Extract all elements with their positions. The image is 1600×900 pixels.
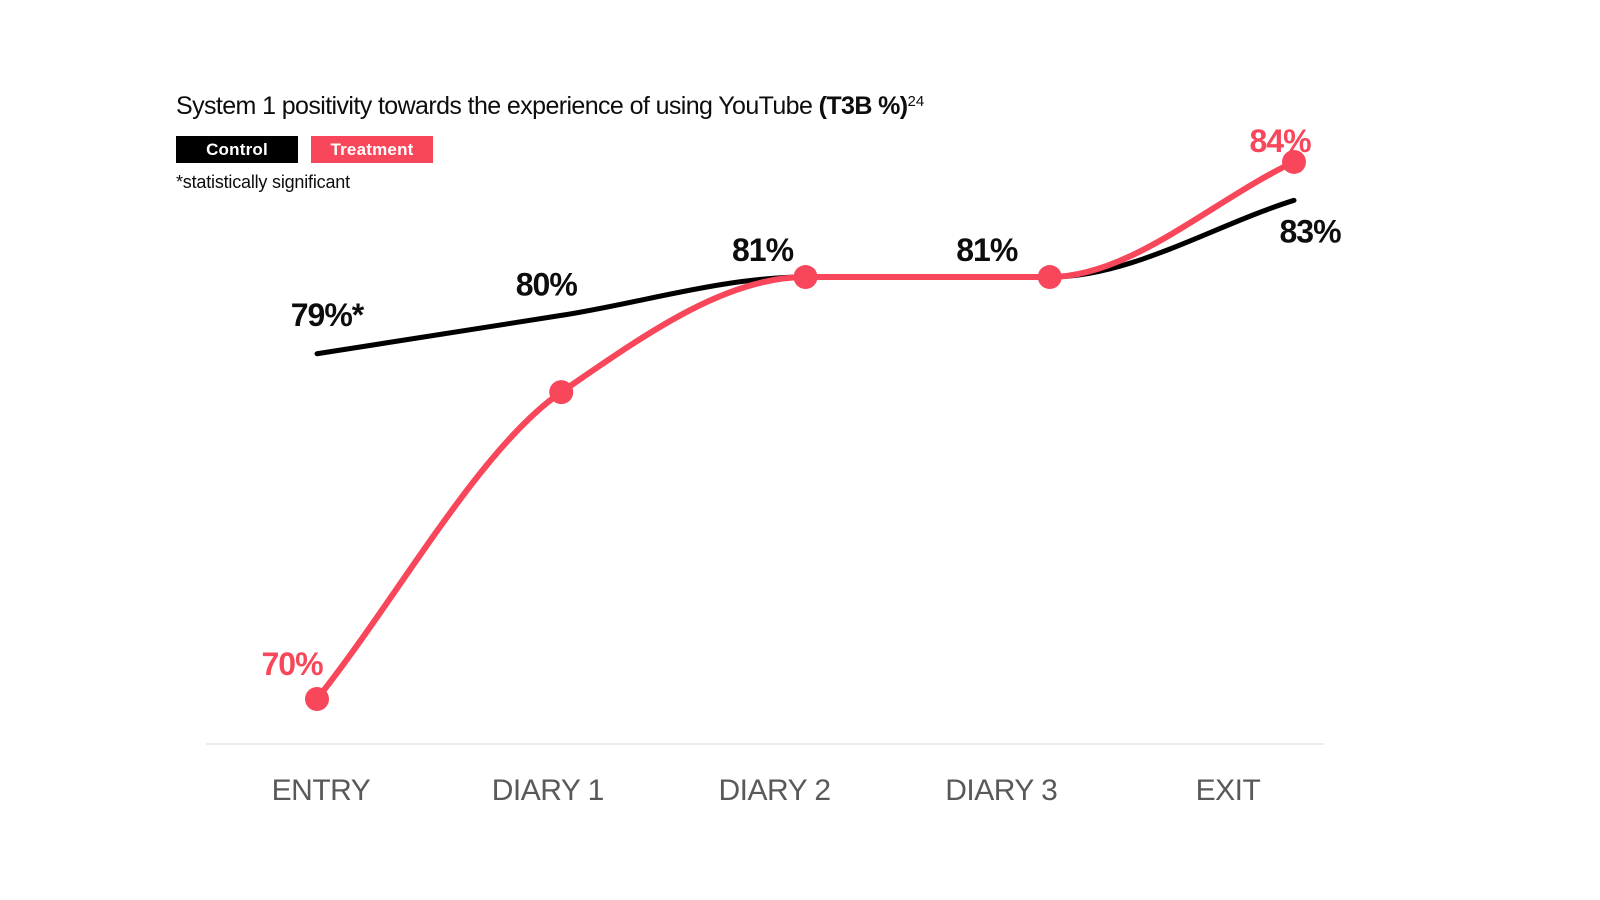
chart-title: System 1 positivity towards the experien…	[176, 92, 924, 121]
series-marker-treatment-3	[1037, 265, 1062, 290]
value-label-treatment-0: 70%	[261, 646, 323, 682]
value-label-control-0: 79%*	[291, 297, 365, 333]
series-marker-treatment-4	[1282, 149, 1306, 174]
x-axis-label-exit: EXIT	[1196, 774, 1261, 807]
series-marker-treatment-2	[793, 265, 818, 290]
series-line-treatment	[314, 158, 1297, 702]
chart-legend: Control Treatment	[176, 136, 433, 163]
value-label-treatment-4: 84%	[1249, 123, 1311, 159]
chart-title-superscript: 24	[907, 93, 925, 110]
legend-chip-control: Control	[176, 136, 298, 163]
x-axis-label-diary-3: DIARY 3	[945, 774, 1057, 807]
x-axis-label-entry: ENTRY	[272, 774, 371, 807]
x-axis-label-diary-1: DIARY 1	[492, 774, 604, 807]
value-label-control-1: 80%	[516, 266, 578, 302]
x-axis-label-diary-2: DIARY 2	[718, 774, 830, 807]
significance-footnote: *statistically significant	[176, 172, 350, 192]
value-label-control-4: 83%	[1279, 213, 1341, 249]
chart-title-regular: System 1 positivity towards the experien…	[176, 92, 819, 120]
series-marker-treatment-1	[549, 380, 574, 405]
value-label-control-2: 81%	[732, 232, 794, 268]
series-marker-treatment-0	[305, 687, 329, 711]
chart-title-bold: (T3B %)	[818, 92, 908, 120]
legend-chip-treatment: Treatment	[311, 136, 433, 163]
value-label-control-3: 81%	[956, 232, 1018, 268]
